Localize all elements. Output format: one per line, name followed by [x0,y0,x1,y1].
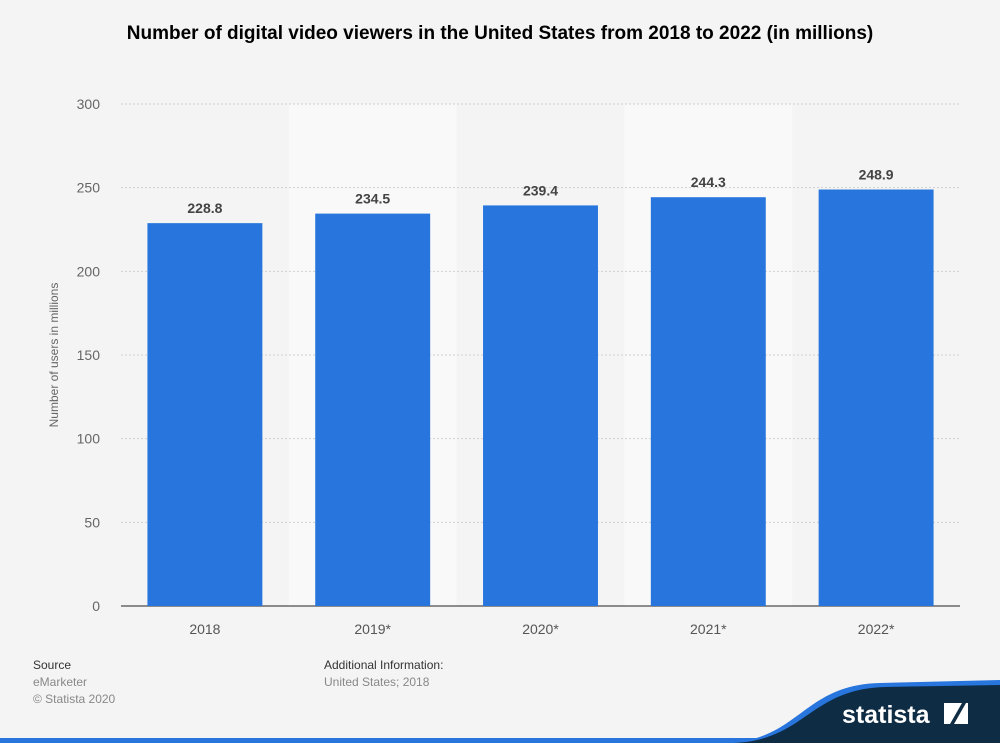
y-tick-label: 150 [77,347,101,363]
data-label: 228.8 [187,200,222,216]
bar-2020 [483,205,598,607]
bar-2022 [818,189,934,607]
additional-info-block: Additional Information: United States; 2… [324,657,443,691]
bar-2021 [650,197,766,607]
copyright: © Statista 2020 [33,692,116,706]
x-tick-label: 2022* [858,621,895,637]
bar-2019 [315,213,431,606]
y-tick-label: 300 [77,96,101,112]
source-block: Source eMarketer © Statista 2020 [33,657,115,708]
y-tick-label: 50 [84,514,100,530]
additional-info-label: Additional Information: [324,658,444,672]
data-label: 244.3 [691,174,726,190]
x-tick-label: 2018 [189,621,220,637]
y-axis-label: Number of users in millions [47,283,61,428]
y-tick-label: 0 [92,598,100,614]
statista-logo[interactable]: statista [0,650,1000,743]
y-tick-label: 250 [77,180,101,196]
logo-text: statista [842,701,931,729]
bar-2018 [147,223,263,606]
x-tick-label: 2020* [522,621,559,637]
x-tick-label: 2019* [354,621,391,637]
source-label: Source [33,658,72,672]
bar-chart: 0 50 100 150 200 250 300 228.8 2018 234.5 2019* 239… [47,96,960,637]
logo-background [728,685,1000,743]
data-label: 234.5 [355,191,390,207]
chart-title: Number of digital video viewers in the U… [126,23,874,44]
additional-info-value: United States; 2018 [324,675,430,689]
data-label: 239.4 [523,182,558,198]
x-tick-label: 2021* [690,621,727,637]
data-label: 248.9 [859,167,894,183]
statista-mark-icon [944,703,968,724]
y-tick-label: 200 [77,263,101,279]
source-value: eMarketer [33,675,88,689]
footer-bar [0,738,1000,743]
y-tick-label: 100 [77,431,101,447]
